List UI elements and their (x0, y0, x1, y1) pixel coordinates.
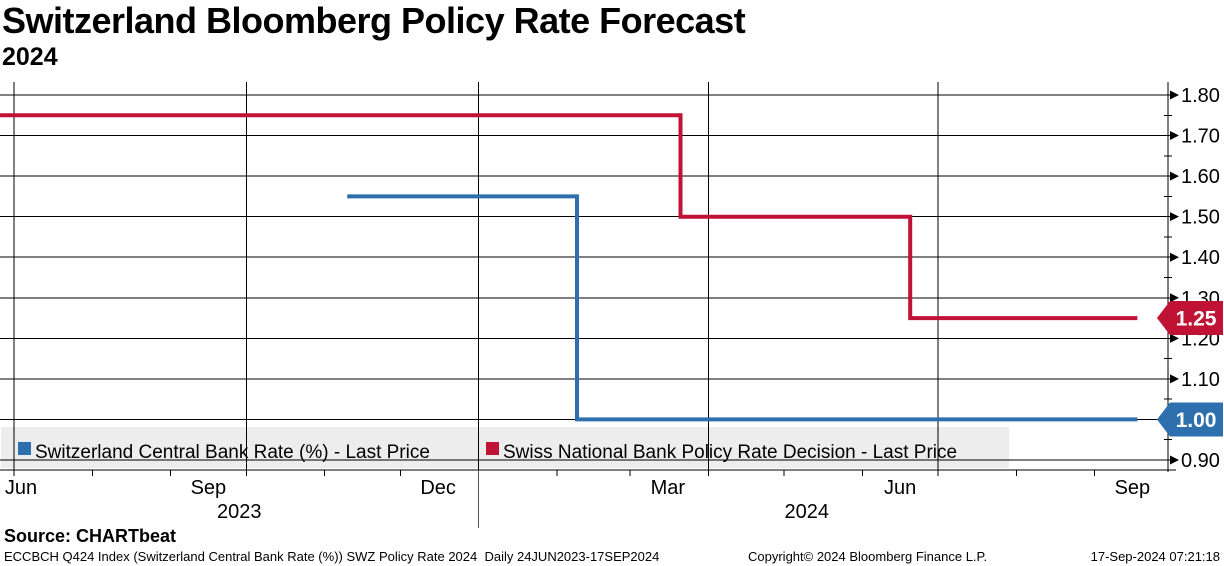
legend-swatch-icon[interactable] (18, 442, 31, 455)
last-price-badge-1 (1157, 301, 1223, 336)
legend-item-label[interactable]: Switzerland Central Bank Rate (%) - Last… (35, 442, 430, 463)
y-tick-arrow-icon (1170, 374, 1179, 384)
chart-title: Switzerland Bloomberg Policy Rate Foreca… (2, 0, 746, 41)
y-tick-label: 1.10 (1181, 369, 1220, 391)
x-month-label: Sep (1115, 477, 1151, 499)
last-price-badge-label: 1.25 (1176, 308, 1217, 331)
y-tick-arrow-icon (1170, 293, 1179, 303)
x-month-label: Jun (884, 477, 916, 499)
source-label: Source: CHARTbeat (4, 526, 177, 546)
legend-background (1, 427, 1009, 468)
x-year-label: 2024 (784, 501, 829, 523)
series-line-1 (0, 113, 1138, 321)
chart-subtitle: 2024 (2, 43, 58, 71)
legend-item-label[interactable]: Swiss National Bank Policy Rate Decision… (503, 442, 957, 463)
y-tick-arrow-icon (1170, 171, 1179, 181)
y-tick-label: 1.40 (1181, 247, 1220, 269)
y-tick-arrow-icon (1170, 252, 1179, 262)
series-line-0 (347, 194, 1138, 422)
last-price-badge-0 (1157, 402, 1223, 437)
y-tick-label: 1.80 (1181, 85, 1220, 107)
x-month-label: Mar (651, 477, 686, 499)
x-month-label: Jun (5, 477, 37, 499)
y-tick-label: 1.70 (1181, 126, 1220, 148)
ticker-description: ECCBCH Q424 Index (Switzerland Central B… (4, 549, 660, 564)
y-tick-arrow-icon (1170, 333, 1179, 343)
y-tick-label: 0.90 (1181, 450, 1220, 472)
timestamp: 17-Sep-2024 07:21:18 (1090, 549, 1220, 564)
copyright-notice: Copyright© 2024 Bloomberg Finance L.P. (748, 549, 988, 564)
legend-swatch-icon[interactable] (486, 442, 499, 455)
y-tick-arrow-icon (1170, 212, 1179, 222)
x-year-label: 2023 (217, 501, 262, 523)
x-month-label: Sep (191, 477, 227, 499)
y-tick-label: 1.50 (1181, 207, 1220, 229)
last-price-badge-label: 1.00 (1176, 409, 1217, 432)
y-tick-arrow-icon (1170, 131, 1179, 141)
y-tick-label: 1.60 (1181, 166, 1220, 188)
y-tick-arrow-icon (1170, 455, 1179, 465)
y-tick-arrow-icon (1170, 90, 1179, 100)
x-month-label: Dec (420, 477, 456, 499)
